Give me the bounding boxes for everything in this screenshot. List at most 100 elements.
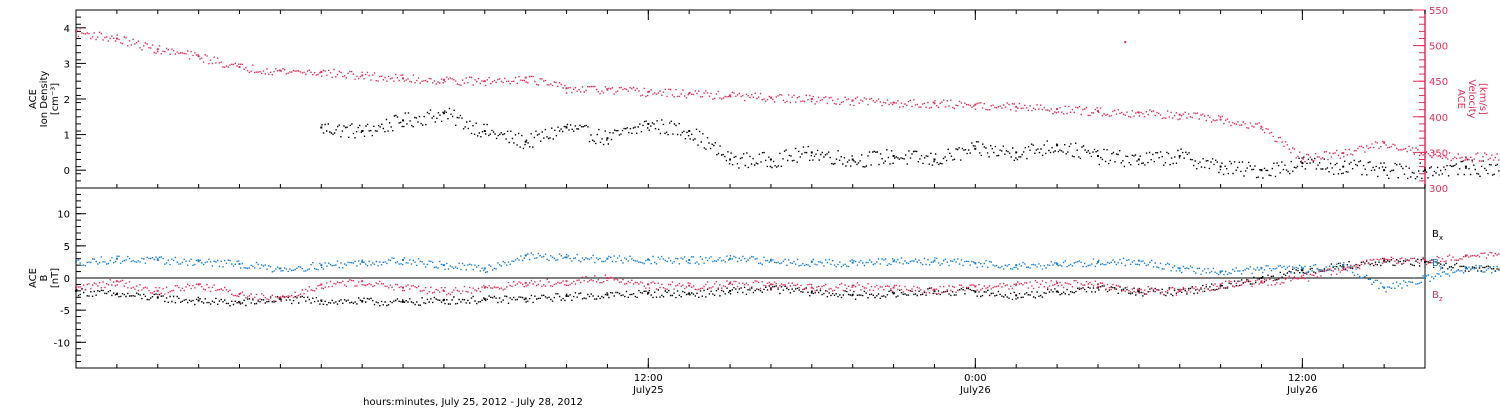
data-point [75, 30, 77, 33]
x-tick-date: July26 [959, 385, 991, 396]
data-point [1342, 264, 1345, 267]
data-point [565, 126, 568, 129]
data-point [1015, 264, 1018, 267]
y2-tick-label: 350 [1429, 148, 1448, 159]
data-point [769, 283, 772, 286]
y-axis-label: Ion Density [39, 71, 50, 128]
data-point [115, 257, 118, 260]
scatter-cloud [76, 257, 1500, 307]
data-point [851, 293, 854, 296]
data-point [933, 289, 936, 292]
legend-entry: Bz [1432, 290, 1443, 303]
legend-entry: Bx [1432, 229, 1443, 242]
data-point [402, 119, 404, 122]
data-point [851, 284, 854, 287]
x-axis-label: hours:minutes, July 25, 2012 - July 28, … [363, 397, 583, 408]
y2-axis-label: ACE [1455, 89, 1466, 109]
data-point [238, 301, 241, 304]
series-bz [75, 251, 1500, 302]
data-point [442, 289, 445, 292]
data-point [279, 297, 282, 300]
data-point [197, 55, 200, 58]
data-point [810, 151, 813, 154]
y-axis-label: B [39, 274, 50, 281]
legend-subscript: x [1439, 234, 1443, 242]
data-point [238, 262, 241, 265]
data-point [361, 260, 364, 263]
data-point [769, 158, 772, 161]
data-point [1219, 165, 1222, 168]
legend-entry: By [1432, 258, 1443, 271]
data-point [1424, 277, 1426, 279]
data-point [688, 130, 691, 132]
data-point [1097, 110, 1099, 113]
data-point [1383, 286, 1386, 289]
x-tick-time: 12:00 [634, 373, 663, 384]
data-point [1342, 267, 1345, 270]
x-tick-date: July25 [632, 385, 664, 396]
legend-label: B [1432, 229, 1439, 240]
data-point [156, 48, 159, 51]
data-point [1301, 162, 1304, 165]
data-point [238, 66, 241, 68]
data-point [1219, 283, 1222, 286]
data-point [483, 130, 486, 132]
data-point [565, 280, 568, 283]
data-point [810, 290, 813, 293]
y-tick-label: 2 [64, 95, 70, 106]
data-point [1383, 169, 1386, 172]
data-point [320, 126, 323, 129]
series-bx [75, 257, 1500, 307]
data-point [483, 298, 486, 301]
data-point [647, 283, 650, 286]
data-point [729, 282, 732, 285]
data-point [647, 122, 650, 125]
data-point [442, 264, 445, 267]
data-point [1219, 270, 1222, 273]
y2-tick-label: 450 [1429, 77, 1448, 88]
data-point [442, 112, 445, 115]
data-point [892, 286, 895, 289]
data-point [524, 254, 527, 257]
data-point [1424, 169, 1426, 172]
data-point [606, 88, 609, 91]
data-point [1260, 169, 1263, 172]
data-point [1260, 125, 1263, 128]
data-point [1260, 277, 1263, 279]
data-point [974, 147, 977, 150]
y-tick-label: 0 [64, 274, 70, 285]
data-point [1464, 156, 1467, 159]
series-velocity [75, 27, 1500, 163]
data-point [1097, 286, 1099, 289]
data-point [1056, 144, 1059, 147]
data-point [1424, 260, 1426, 263]
data-point [933, 288, 936, 291]
data-point [442, 78, 445, 81]
data-point [688, 292, 691, 295]
data-point [1301, 267, 1304, 270]
y2-axis-label: Velocity [1466, 79, 1477, 118]
data-point [1301, 277, 1304, 279]
data-point [156, 296, 159, 299]
y-axis-label: ACE [28, 268, 39, 288]
data-point [279, 69, 282, 72]
legend-label: B [1432, 290, 1439, 301]
data-point [1424, 259, 1426, 261]
y2-tick-label: 550 [1429, 6, 1448, 17]
data-point [565, 87, 568, 90]
x-tick-time: 0:00 [964, 373, 986, 384]
data-point [1056, 282, 1059, 285]
data-point [647, 291, 650, 294]
data-point [361, 74, 364, 77]
data-point [279, 296, 282, 299]
data-point [483, 267, 486, 270]
data-point [1178, 267, 1181, 270]
data-point [769, 259, 772, 262]
data-point [1137, 111, 1140, 114]
data-point [402, 300, 404, 303]
y-tick-label: 5 [64, 242, 70, 253]
data-point [75, 289, 77, 292]
